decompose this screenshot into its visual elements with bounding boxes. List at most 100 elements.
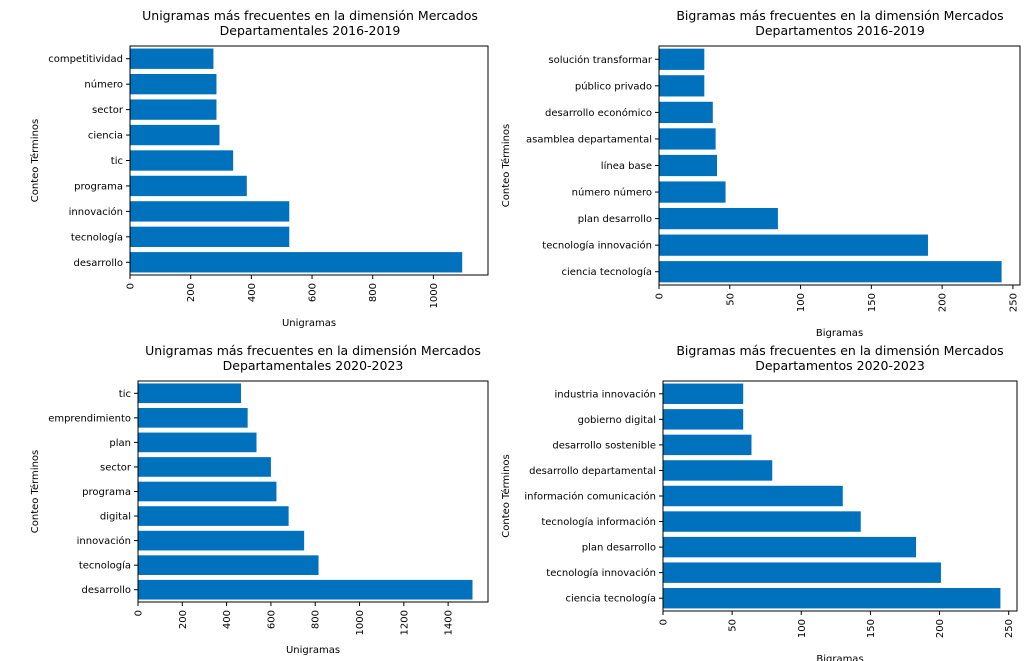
y-axis-label: Conteo Términos: [29, 119, 41, 203]
y-tick-label: ciencia: [88, 131, 123, 142]
chart-1: Unigramas más frecuentes en la dimensión…: [29, 8, 489, 329]
y-tick-label: tecnología: [71, 231, 123, 243]
x-tick-label: 0: [655, 293, 666, 299]
x-axis-label: Unigramas: [282, 318, 336, 329]
y-tick-label: gobierno digital: [578, 415, 656, 426]
y-tick-label: competitividad: [48, 54, 123, 65]
y-tick-label: plan desarrollo: [578, 214, 652, 225]
bar: [138, 579, 473, 600]
y-tick-label: emprendimiento: [48, 413, 131, 424]
bar: [663, 383, 744, 404]
plot-frame: [129, 45, 489, 276]
y-tick-label: tic: [111, 156, 123, 167]
bar: [663, 409, 744, 430]
x-tick-label: 200: [938, 293, 949, 312]
bar: [138, 555, 319, 575]
y-axis-label: Conteo Términos: [500, 124, 512, 208]
x-tick-label: 100: [797, 619, 808, 638]
y-tick-label: innovación: [77, 535, 131, 547]
x-tick-label: 1400: [444, 610, 455, 635]
chart-4: Bigramas más frecuentes en la dimensión …: [500, 343, 1018, 661]
x-tick-label: 150: [867, 293, 878, 312]
y-tick-label: tecnología: [79, 560, 131, 572]
chart-title-line1: Unigramas más frecuentes en la dimensión…: [142, 8, 478, 23]
bar: [659, 75, 705, 97]
chart-title-line1: Bigramas más frecuentes en la dimensión …: [676, 8, 1003, 23]
y-tick-label: tecnología innovación: [542, 240, 652, 252]
y-tick-label: solución transformar: [548, 54, 653, 66]
y-tick-label: sector: [100, 462, 132, 473]
y-tick-label: desarrollo económico: [545, 107, 652, 119]
x-axis-label: Bigramas: [816, 328, 863, 339]
x-tick-label: 250: [1004, 619, 1015, 638]
bar: [130, 226, 290, 248]
x-tick-label: 50: [725, 293, 736, 306]
x-tick-label: 1000: [355, 610, 366, 635]
bar: [138, 383, 242, 404]
bar: [130, 48, 214, 69]
bar: [138, 506, 289, 526]
bar: [130, 73, 217, 95]
bar: [138, 408, 248, 428]
chart-2: Bigramas más frecuentes en la dimensión …: [500, 8, 1021, 339]
bar: [659, 207, 778, 230]
bar: [138, 457, 271, 477]
x-tick-label: 50: [728, 619, 739, 632]
y-tick-label: línea base: [601, 160, 652, 172]
bar: [659, 128, 716, 150]
y-tick-label: número número: [572, 187, 652, 199]
bar: [659, 48, 705, 70]
y-tick-label: plan: [109, 438, 131, 449]
bar: [130, 124, 220, 146]
x-tick-label: 200: [178, 610, 189, 629]
x-tick-label: 600: [308, 283, 319, 302]
x-tick-label: 0: [659, 619, 670, 625]
y-tick-label: industria innovación: [555, 388, 656, 400]
y-tick-label: desarrollo: [82, 585, 131, 596]
y-tick-label: ciencia tecnología: [561, 266, 652, 278]
bar: [130, 99, 217, 120]
y-tick-label: ciencia tecnología: [565, 593, 656, 605]
y-tick-label: tic: [119, 389, 131, 400]
y-tick-label: información comunicación: [524, 491, 656, 503]
x-tick-label: 1200: [399, 610, 410, 635]
x-tick-label: 0: [126, 283, 137, 289]
bar: [138, 481, 277, 502]
y-tick-label: sector: [92, 105, 124, 116]
x-tick-label: 800: [311, 610, 322, 629]
bar: [663, 562, 941, 583]
y-tick-label: programa: [74, 181, 123, 192]
x-tick-label: 1000: [429, 283, 440, 308]
bar: [130, 150, 234, 171]
y-axis-label: Conteo Términos: [29, 450, 41, 534]
bar: [663, 460, 773, 481]
y-tick-label: digital: [100, 512, 131, 523]
x-tick-label: 800: [368, 283, 379, 302]
bar: [138, 530, 305, 551]
y-tick-label: asamblea departamental: [526, 134, 652, 145]
plot-frame: [658, 45, 1021, 286]
x-tick-label: 0: [134, 610, 145, 616]
chart-title-line2: Departamentos 2016-2019: [755, 23, 925, 38]
bar: [138, 432, 257, 453]
chart-title-line1: Bigramas más frecuentes en la dimensión …: [676, 343, 1003, 358]
y-tick-label: desarrollo: [74, 258, 123, 269]
chart-3: Unigramas más frecuentes en la dimensión…: [29, 343, 489, 656]
y-tick-label: innovación: [69, 206, 123, 218]
chart-title-line1: Unigramas más frecuentes en la dimensión…: [145, 343, 481, 358]
bar: [663, 588, 1001, 609]
chart-title-line2: Departamentos 2020-2023: [755, 358, 925, 373]
bar: [659, 154, 718, 177]
bar: [663, 434, 752, 456]
bar: [130, 252, 463, 273]
y-tick-label: desarrollo departamental: [529, 466, 656, 477]
chart-title-line2: Departamentales 2016-2019: [220, 23, 401, 38]
bar: [663, 485, 843, 507]
bar: [659, 261, 1002, 283]
plot-frame: [137, 380, 489, 603]
bar: [130, 175, 247, 197]
y-tick-label: programa: [82, 487, 131, 498]
y-tick-label: público privado: [575, 80, 652, 92]
y-tick-label: tecnología innovación: [546, 567, 656, 579]
